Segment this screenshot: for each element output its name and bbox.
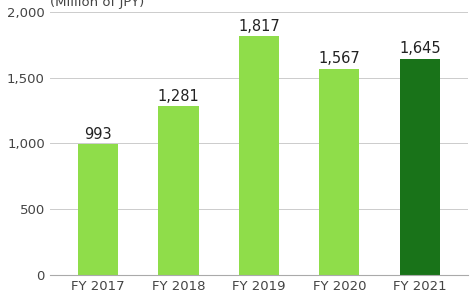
Bar	[158, 106, 199, 274]
Text: 1,567: 1,567	[318, 51, 360, 66]
Bar	[399, 58, 440, 274]
Text: (Million of JPY): (Million of JPY)	[50, 0, 144, 9]
Text: 1,281: 1,281	[158, 89, 200, 104]
Bar	[78, 144, 118, 274]
Text: 993: 993	[84, 127, 112, 142]
Bar	[319, 69, 360, 274]
Bar	[239, 36, 279, 274]
Text: 1,817: 1,817	[238, 19, 280, 34]
Text: 1,645: 1,645	[399, 41, 441, 56]
